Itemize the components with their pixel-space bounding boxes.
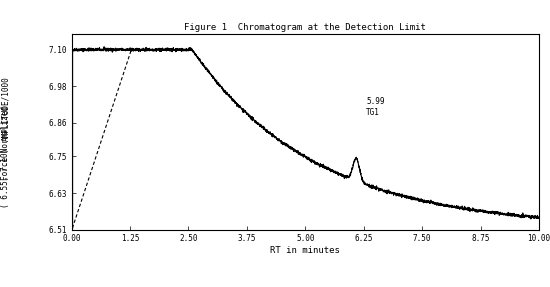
Text: Force Normalized: Force Normalized — [1, 106, 10, 181]
X-axis label: RT in minutes: RT in minutes — [270, 246, 340, 255]
Title: Figure 1  Chromatogram at the Detection Limit: Figure 1 Chromatogram at the Detection L… — [184, 23, 426, 32]
Text: AMPLITUDE/1000: AMPLITUDE/1000 — [1, 77, 10, 141]
Text: 5.99
TG1: 5.99 TG1 — [366, 97, 384, 117]
Text: ( 6.55, 7.10): ( 6.55, 7.10) — [1, 148, 10, 208]
